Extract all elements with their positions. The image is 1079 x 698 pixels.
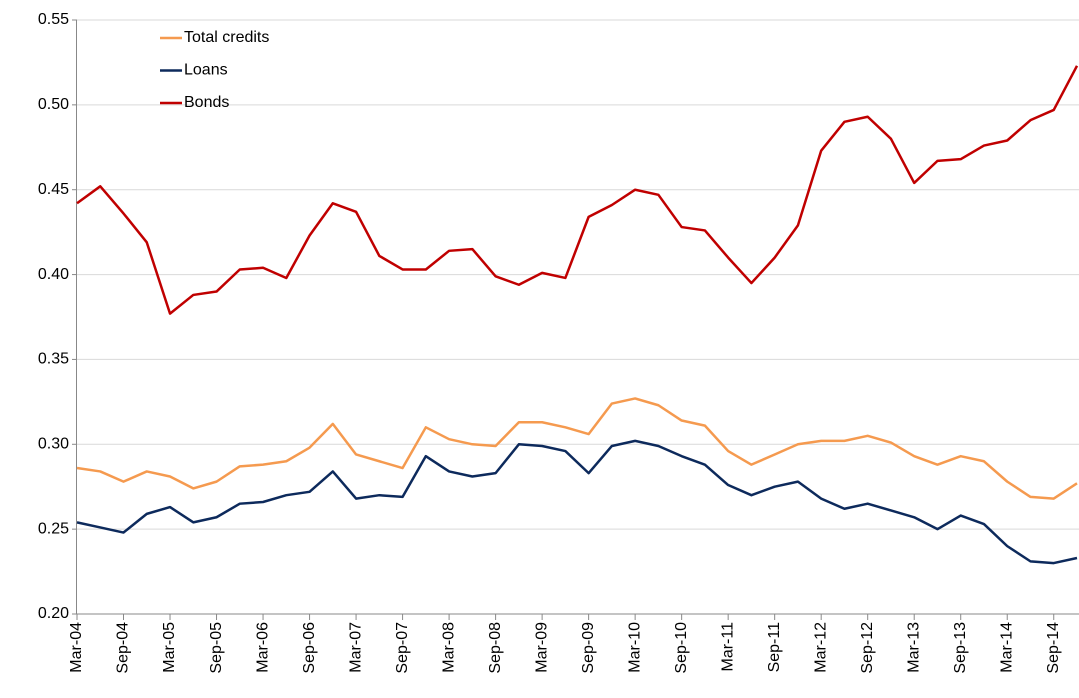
x-tick-label: Sep-07 — [394, 622, 411, 674]
y-tick-label: 0.30 — [38, 436, 69, 453]
legend-label: Bonds — [184, 94, 229, 111]
x-tick-label: Sep-04 — [115, 622, 132, 674]
x-tick-label: Mar-04 — [68, 622, 85, 673]
x-tick-label: Mar-10 — [626, 622, 643, 673]
x-tick-label: Sep-11 — [766, 622, 783, 673]
x-tick-label: Sep-06 — [301, 622, 318, 674]
x-tick-label: Mar-11 — [719, 622, 736, 672]
x-tick-label: Mar-13 — [905, 622, 922, 673]
x-tick-label: Sep-05 — [208, 622, 225, 674]
legend-label: Total credits — [184, 29, 269, 46]
x-tick-label: Mar-06 — [254, 622, 271, 673]
x-tick-label: Sep-12 — [859, 622, 876, 674]
x-tick-label: Mar-14 — [998, 622, 1015, 673]
y-tick-label: 0.35 — [38, 351, 69, 368]
x-tick-label: Mar-12 — [812, 622, 829, 673]
x-tick-label: Sep-14 — [1045, 622, 1062, 674]
y-tick-label: 0.20 — [38, 605, 69, 622]
x-tick-label: Mar-05 — [161, 622, 178, 673]
x-tick-label: Mar-08 — [440, 622, 457, 673]
y-tick-label: 0.50 — [38, 96, 69, 113]
x-tick-label: Sep-10 — [673, 622, 690, 674]
x-tick-label: Sep-09 — [580, 622, 597, 674]
x-tick-label: Sep-13 — [952, 622, 969, 674]
x-tick-label: Sep-08 — [487, 622, 504, 674]
y-tick-label: 0.55 — [38, 11, 69, 28]
series-line — [76, 439, 1078, 565]
y-tick-label: 0.45 — [38, 181, 69, 198]
y-tick-label: 0.25 — [38, 520, 69, 537]
x-tick-label: Mar-09 — [533, 622, 550, 673]
series-line — [76, 397, 1078, 500]
y-tick-label: 0.40 — [38, 266, 69, 283]
legend-label: Loans — [184, 62, 228, 79]
x-tick-label: Mar-07 — [347, 622, 364, 673]
series-line — [76, 65, 1079, 315]
